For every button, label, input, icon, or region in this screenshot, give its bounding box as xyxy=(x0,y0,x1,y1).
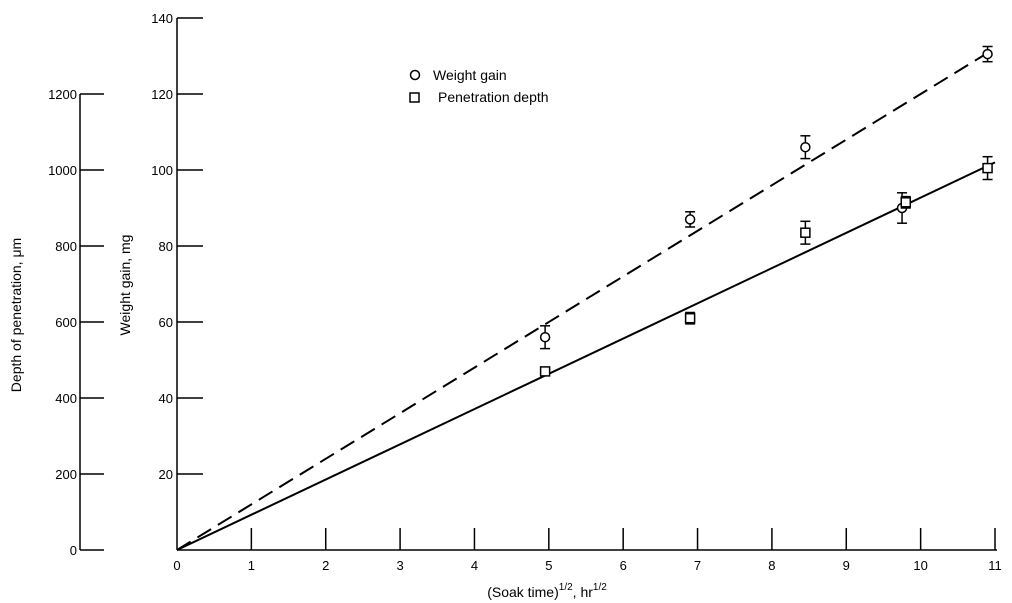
x-axis-title-main: (Soak time) xyxy=(487,584,559,600)
y-tick-label-20: 20 xyxy=(159,467,173,482)
y-tick-label-100: 100 xyxy=(151,163,173,178)
point-penetration-depth-1 xyxy=(684,312,696,324)
y-axis-title-depth: Depth of penetration, μm xyxy=(8,238,24,392)
data-markers xyxy=(539,45,993,377)
x-tick-label-3: 3 xyxy=(396,558,403,573)
y-tick-label-40: 40 xyxy=(159,391,173,406)
point-weight-gain-2 xyxy=(800,141,811,153)
y-tick-label-140: 140 xyxy=(151,11,173,26)
x-tick-label-11: 11 xyxy=(988,558,1002,573)
y2-tick-label-200: 200 xyxy=(55,467,77,482)
x-tick-label-4: 4 xyxy=(471,558,478,573)
y2-tick-label-1200: 1200 xyxy=(48,87,77,102)
y-tick-label-120: 120 xyxy=(151,87,173,102)
point-penetration-depth-4 xyxy=(982,162,993,174)
x-tick-label-8: 8 xyxy=(768,558,775,573)
x-axis-title-unit: , hr xyxy=(573,584,594,600)
x-tick-label-6: 6 xyxy=(620,558,627,573)
legend-label-penetration-depth: Penetration depth xyxy=(438,89,549,105)
y-tick-label-80: 80 xyxy=(159,239,173,254)
point-penetration-depth-0 xyxy=(539,366,551,377)
point-penetration-depth-3 xyxy=(900,197,912,208)
x-tick-label-1: 1 xyxy=(248,558,255,573)
x-tick-label-0: 0 xyxy=(173,558,180,573)
legend: Weight gain Penetration depth xyxy=(409,67,549,105)
point-weight-gain-4 xyxy=(982,48,993,60)
x-axis-title-unit-exponent: 1/2 xyxy=(593,582,607,593)
point-weight-gain-1 xyxy=(684,214,696,225)
legend-label-weight-gain: Weight gain xyxy=(433,67,507,83)
x-axis-title-exponent: 1/2 xyxy=(559,582,573,593)
legend-circle-icon xyxy=(409,69,421,81)
x-tick-label-9: 9 xyxy=(843,558,850,573)
y2-tick-label-0: 0 xyxy=(70,543,77,558)
axes: 0 1 2 3 4 5 6 7 8 9 10 11 20 40 60 80 100 120 140 0 200 400 60… xyxy=(48,11,1002,573)
y-axis-title-weight: Weight gain, mg xyxy=(117,235,133,336)
fit-line-weight-gain xyxy=(176,47,996,551)
y2-tick-label-600: 600 xyxy=(55,315,77,330)
point-weight-gain-0 xyxy=(539,331,551,343)
point-penetration-depth-2 xyxy=(800,227,811,238)
x-axis-title: (Soak time)1/2, hr1/2 xyxy=(487,582,607,600)
legend-square-icon xyxy=(409,92,420,103)
y2-tick-label-1000: 1000 xyxy=(48,163,77,178)
x-tick-label-7: 7 xyxy=(694,558,701,573)
y2-tick-label-800: 800 xyxy=(55,239,77,254)
x-tick-label-10: 10 xyxy=(913,558,927,573)
fit-lines xyxy=(176,47,996,551)
fit-line-penetration-depth xyxy=(176,161,996,551)
y2-tick-label-400: 400 xyxy=(55,391,77,406)
y-tick-label-60: 60 xyxy=(159,315,173,330)
x-tick-label-5: 5 xyxy=(545,558,552,573)
x-tick-label-2: 2 xyxy=(322,558,329,573)
